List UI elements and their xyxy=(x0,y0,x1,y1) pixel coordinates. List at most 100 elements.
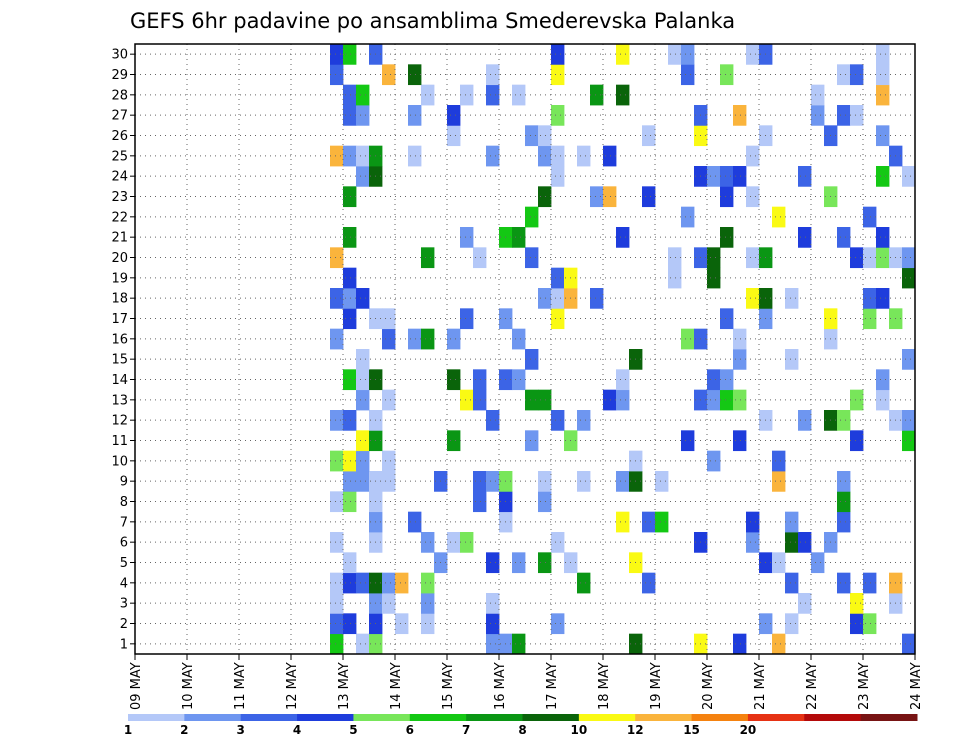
x-tick-label: 09 MAY xyxy=(129,662,144,710)
colorbar-label: 6 xyxy=(406,723,414,737)
colorbar-label: 2 xyxy=(180,723,188,737)
heatmap-cell xyxy=(798,227,812,248)
heatmap-cell xyxy=(421,328,435,350)
colorbar-segment xyxy=(635,714,693,721)
heatmap-cell xyxy=(876,227,890,248)
heatmap-cell xyxy=(538,389,552,411)
heatmap-cell xyxy=(902,410,916,431)
heatmap-cell xyxy=(343,288,357,309)
heatmap-cell xyxy=(538,145,552,167)
heatmap-cell xyxy=(512,84,526,106)
colorbar-legend: 1 2 3 4 5 6 7 8 10 12 15 20 xyxy=(124,714,918,737)
x-tick-label: 11 MAY xyxy=(233,662,248,710)
heatmap-cell xyxy=(837,64,851,86)
heatmap-cell xyxy=(486,84,500,106)
heatmap-cell xyxy=(330,572,344,594)
x-tick-label: 12 MAY xyxy=(285,662,300,710)
heatmap-cell xyxy=(343,552,357,574)
y-tick-label: 10 xyxy=(111,454,128,469)
y-tick-label: 3 xyxy=(120,597,128,612)
heatmap-cell xyxy=(356,430,370,452)
heatmap-cell xyxy=(551,532,565,553)
heatmap-cell xyxy=(330,491,344,513)
heatmap-cell xyxy=(512,633,526,655)
heatmap-cell xyxy=(421,613,435,635)
heatmap-cell xyxy=(408,328,422,350)
heatmap-cell xyxy=(863,206,877,228)
heatmap-cell xyxy=(330,593,344,614)
heatmap-cell xyxy=(343,450,357,472)
heatmap-cell xyxy=(616,471,630,492)
heatmap-cell xyxy=(356,633,370,655)
colorbar-segment xyxy=(184,714,242,721)
heatmap-cell xyxy=(720,186,734,208)
heatmap-cells xyxy=(330,44,916,655)
heatmap-cell xyxy=(382,450,396,472)
heatmap-cell xyxy=(538,552,552,574)
heatmap-cell xyxy=(486,633,500,655)
y-tick-label: 19 xyxy=(111,271,128,286)
heatmap-cell xyxy=(330,633,344,655)
heatmap-cell xyxy=(525,349,539,370)
x-tick-label: 16 MAY xyxy=(493,662,508,710)
heatmap-cell xyxy=(668,267,682,289)
heatmap-cell xyxy=(733,105,747,126)
colorbar-label: 10 xyxy=(571,723,588,737)
heatmap-cell xyxy=(447,430,461,452)
heatmap-cell xyxy=(863,572,877,594)
y-tick-label: 30 xyxy=(111,48,128,63)
heatmap-cell xyxy=(395,613,409,635)
heatmap-cell xyxy=(850,613,864,635)
heatmap-cell xyxy=(850,430,864,452)
heatmap-cell xyxy=(876,247,890,269)
heatmap-cell xyxy=(785,613,799,635)
heatmap-cell xyxy=(746,511,760,533)
heatmap-cell xyxy=(785,288,799,309)
heatmap-cell xyxy=(876,288,890,309)
y-tick-label: 5 xyxy=(120,556,128,571)
heatmap-cell xyxy=(421,572,435,594)
heatmap-cell xyxy=(356,572,370,594)
heatmap-cell xyxy=(707,166,721,187)
heatmap-cell xyxy=(577,145,591,167)
heatmap-cell xyxy=(577,410,591,431)
colorbar-segment xyxy=(522,714,580,721)
heatmap-cell xyxy=(850,64,864,86)
heatmap-cell xyxy=(720,227,734,248)
heatmap-cell xyxy=(486,64,500,86)
colorbar-label: 1 xyxy=(124,723,132,737)
heatmap-cell xyxy=(668,247,682,269)
colorbar-segment xyxy=(297,714,354,721)
heatmap-cell xyxy=(902,633,916,655)
heatmap-cell xyxy=(408,145,422,167)
heatmap-cell xyxy=(486,593,500,614)
heatmap-cell xyxy=(408,105,422,126)
heatmap-cell xyxy=(408,511,422,533)
heatmap-cell xyxy=(343,145,357,167)
x-tick-label: 15 MAY xyxy=(441,662,456,710)
heatmap-cell xyxy=(590,288,604,309)
y-tick-label: 1 xyxy=(120,637,128,652)
heatmap-cell xyxy=(356,145,370,167)
colorbar-segment xyxy=(578,714,636,721)
colorbar-label: 20 xyxy=(740,723,757,737)
heatmap-cell xyxy=(837,410,851,431)
heatmap-cell xyxy=(707,450,721,472)
heatmap-cell xyxy=(330,64,344,86)
x-tick-label: 18 MAY xyxy=(597,662,612,710)
heatmap-cell xyxy=(382,389,396,411)
heatmap-cell xyxy=(785,532,799,553)
heatmap-cell xyxy=(356,471,370,492)
heatmap-cell xyxy=(681,328,695,350)
heatmap-cell xyxy=(447,105,461,126)
heatmap-cell xyxy=(343,572,357,594)
heatmap-cell xyxy=(876,389,890,411)
heatmap-cell xyxy=(798,166,812,187)
heatmap-cell xyxy=(551,105,565,126)
colorbar-segment xyxy=(409,714,467,721)
heatmap-cell xyxy=(551,288,565,309)
colorbar-label: 7 xyxy=(462,723,470,737)
heatmap-cell xyxy=(876,125,890,147)
heatmap-cell xyxy=(330,44,344,65)
heatmap-cell xyxy=(525,430,539,452)
